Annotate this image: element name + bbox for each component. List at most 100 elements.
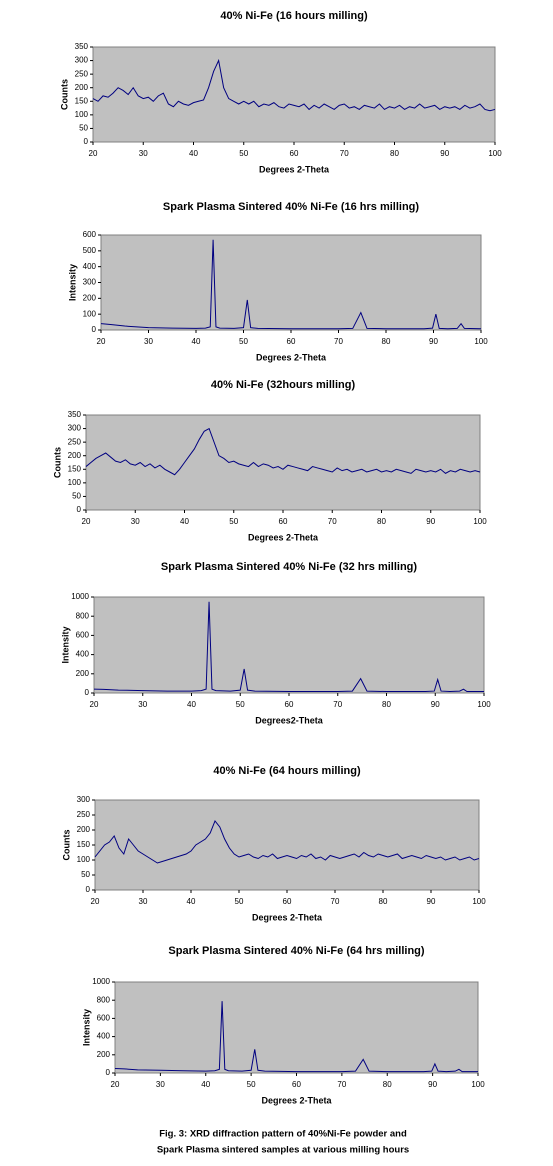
y-tick-label: 100 — [77, 855, 91, 864]
chart: Spark Plasma Sintered 40% Ni-Fe (64 hrs … — [81, 945, 485, 1105]
x-tick-label: 50 — [236, 700, 245, 709]
chart: Spark Plasma Sintered 40% Ni-Fe (32 hrs … — [60, 561, 491, 725]
y-axis-label: Intensity — [67, 264, 77, 301]
x-tick-label: 20 — [90, 700, 99, 709]
x-tick-label: 90 — [429, 337, 438, 346]
x-axis-label: Degrees 2-Theta — [252, 912, 323, 922]
y-tick-label: 200 — [97, 1050, 111, 1059]
x-axis-label: Degrees 2-Theta — [248, 532, 319, 542]
y-tick-label: 250 — [68, 437, 82, 446]
data-line — [94, 820, 480, 864]
y-tick-label: 50 — [79, 124, 88, 133]
x-tick-label: 40 — [180, 517, 189, 526]
x-tick-label: 50 — [239, 149, 248, 158]
plot-area — [114, 981, 479, 1074]
y-tick-label: 150 — [75, 96, 89, 105]
x-tick-label: 90 — [440, 149, 449, 158]
x-tick-label: 80 — [390, 149, 399, 158]
plot-area — [94, 799, 480, 891]
caption-line: Fig. 3: XRD diffraction pattern of 40%Ni… — [159, 1129, 407, 1140]
x-axis-label: Degrees 2-Theta — [259, 164, 330, 174]
data-line — [85, 427, 481, 476]
x-tick-label: 100 — [472, 897, 486, 906]
x-tick-label: 30 — [131, 517, 140, 526]
x-tick-label: 100 — [488, 149, 502, 158]
plot-area — [93, 596, 485, 694]
y-axis-label: Counts — [52, 447, 62, 478]
chart-title: 40% Ni-Fe (32hours milling) — [211, 379, 356, 391]
y-tick-label: 1000 — [92, 977, 110, 986]
x-tick-label: 20 — [111, 1080, 120, 1089]
x-tick-label: 60 — [279, 517, 288, 526]
x-tick-label: 100 — [474, 337, 488, 346]
y-tick-label: 400 — [83, 262, 97, 271]
x-tick-label: 80 — [382, 700, 391, 709]
x-tick-label: 80 — [379, 897, 388, 906]
x-tick-label: 20 — [82, 517, 91, 526]
y-tick-label: 1000 — [71, 592, 89, 601]
chart: 40% Ni-Fe (32hours milling) 0 50 100 150 200 2… — [52, 379, 487, 542]
plot-area — [92, 46, 496, 143]
data-line — [100, 239, 482, 330]
x-tick-label: 20 — [91, 897, 100, 906]
y-tick-label: 100 — [75, 110, 89, 119]
x-tick-label: 80 — [382, 337, 391, 346]
x-tick-label: 30 — [139, 897, 148, 906]
data-line — [114, 1001, 478, 1073]
x-tick-label: 40 — [201, 1080, 210, 1089]
chart-title: 40% Ni-Fe (64 hours milling) — [213, 765, 361, 777]
x-tick-label: 70 — [337, 1080, 346, 1089]
chart: Spark Plasma Sintered 40% Ni-Fe (16 hrs … — [67, 201, 488, 362]
x-axis-label: Degrees 2-Theta — [261, 1095, 332, 1105]
plot-area — [100, 234, 482, 331]
chart-title: Spark Plasma Sintered 40% Ni-Fe (64 hrs … — [168, 945, 424, 957]
x-tick-label: 40 — [187, 897, 196, 906]
y-tick-label: 0 — [85, 688, 90, 697]
x-tick-label: 70 — [331, 897, 340, 906]
x-tick-label: 60 — [292, 1080, 301, 1089]
y-tick-label: 200 — [83, 293, 97, 302]
x-axis-label: Degrees2-Theta — [255, 715, 324, 725]
chart-title: Spark Plasma Sintered 40% Ni-Fe (16 hrs … — [163, 201, 419, 213]
y-axis-label: Intensity — [81, 1009, 91, 1046]
chart-title: 40% Ni-Fe (16 hours milling) — [220, 10, 368, 22]
y-tick-label: 0 — [92, 325, 97, 334]
y-tick-label: 100 — [83, 309, 97, 318]
y-axis-label: Counts — [59, 79, 69, 110]
x-tick-label: 70 — [334, 337, 343, 346]
y-tick-label: 350 — [68, 410, 82, 419]
x-tick-label: 20 — [89, 149, 98, 158]
x-tick-label: 50 — [235, 897, 244, 906]
caption-line: Spark Plasma sintered samples at various… — [157, 1145, 409, 1156]
y-tick-label: 50 — [81, 870, 90, 879]
x-tick-label: 30 — [144, 337, 153, 346]
y-tick-label: 200 — [76, 669, 90, 678]
y-tick-label: 300 — [68, 424, 82, 433]
data-line — [93, 601, 484, 693]
y-tick-label: 200 — [75, 83, 89, 92]
y-axis-label: Intensity — [60, 626, 70, 663]
y-tick-label: 250 — [75, 69, 89, 78]
y-tick-label: 200 — [77, 825, 91, 834]
chart: 40% Ni-Fe (64 hours milling) 0 50 100 150 200… — [61, 765, 486, 922]
x-tick-label: 60 — [283, 897, 292, 906]
x-tick-label: 40 — [192, 337, 201, 346]
x-tick-label: 50 — [247, 1080, 256, 1089]
x-tick-label: 70 — [340, 149, 349, 158]
y-tick-label: 300 — [75, 56, 89, 65]
x-tick-label: 40 — [189, 149, 198, 158]
data-line — [92, 58, 496, 112]
y-axis-label: Counts — [61, 830, 71, 861]
y-tick-label: 150 — [77, 840, 91, 849]
y-tick-label: 800 — [97, 995, 111, 1004]
y-tick-label: 0 — [84, 137, 89, 146]
x-tick-label: 70 — [333, 700, 342, 709]
x-tick-label: 90 — [427, 897, 436, 906]
x-tick-label: 90 — [428, 1080, 437, 1089]
x-tick-label: 60 — [285, 700, 294, 709]
y-tick-label: 0 — [106, 1068, 111, 1077]
y-tick-label: 800 — [76, 611, 90, 620]
y-tick-label: 0 — [86, 885, 91, 894]
x-tick-label: 80 — [377, 517, 386, 526]
